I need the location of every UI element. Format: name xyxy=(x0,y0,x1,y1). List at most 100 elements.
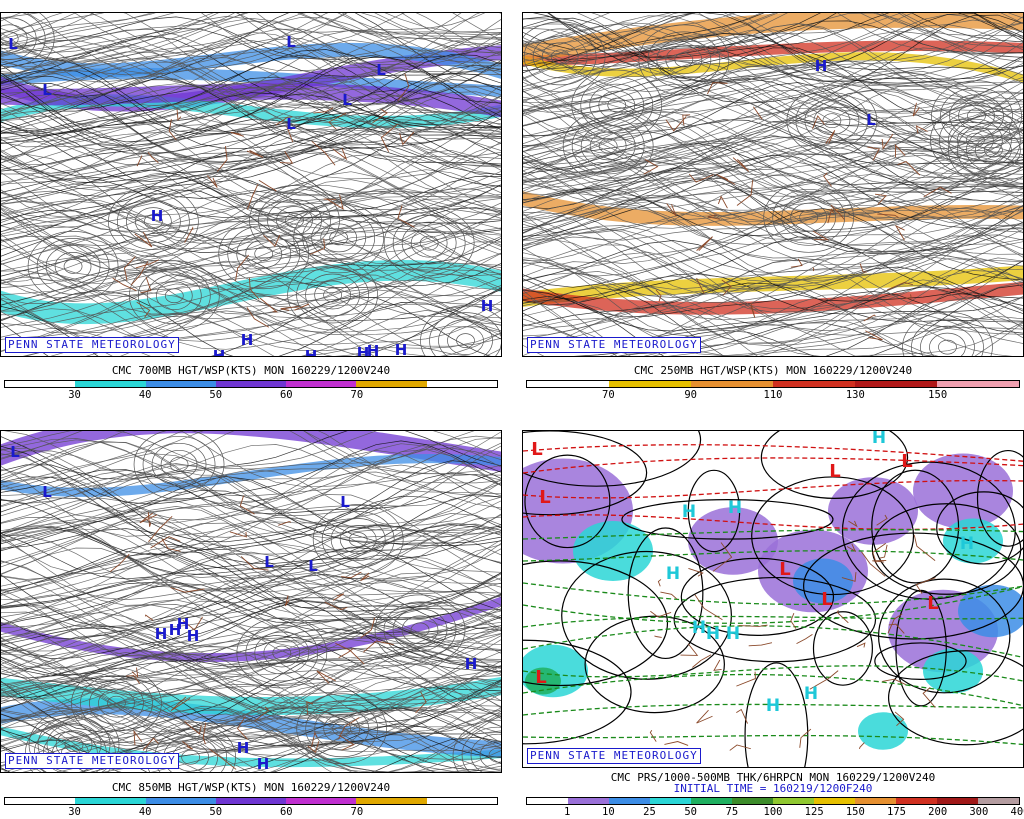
streamline xyxy=(1,260,501,352)
height-contour xyxy=(137,267,211,325)
streamline xyxy=(1,699,501,772)
legend-ticks-250mb: 70 90 110 130 150 xyxy=(526,389,1020,401)
height-contour xyxy=(321,511,395,568)
height-contour xyxy=(929,104,1021,176)
streamline xyxy=(1,652,501,719)
streamline xyxy=(1,20,501,94)
political-borders xyxy=(643,82,952,341)
height-contour xyxy=(911,318,984,356)
height-contour xyxy=(598,90,636,120)
streamline xyxy=(1,553,501,617)
streamline xyxy=(1,577,501,630)
streamline xyxy=(1,124,501,211)
high-pressure-marker: H xyxy=(872,431,886,448)
high-pressure-marker: H xyxy=(213,347,226,356)
streamline xyxy=(523,90,1023,180)
streamline xyxy=(1,625,501,687)
height-contour xyxy=(245,239,283,269)
streamline xyxy=(1,567,501,657)
map-250mb[interactable]: H L PENN STATE METEOROLOGY xyxy=(522,12,1024,357)
height-contour xyxy=(263,638,301,668)
height-contour xyxy=(89,681,144,725)
streamline xyxy=(1,702,501,772)
streamline xyxy=(533,13,1023,59)
streamline xyxy=(523,258,1023,330)
streamline xyxy=(1,431,501,491)
legend-tick-label: 130 xyxy=(845,389,865,401)
legend-tick-label: 50 xyxy=(209,389,223,401)
legend-tick-label: 70 xyxy=(350,806,364,818)
isobar xyxy=(751,476,915,596)
height-contour xyxy=(967,108,986,124)
wind-speed-band xyxy=(523,52,1023,83)
legend-swatch xyxy=(773,381,855,387)
height-contour xyxy=(98,688,135,718)
streamline xyxy=(1,522,501,595)
streamline xyxy=(1,261,501,304)
panel-title-850mb: CMC 850MB HGT/WSP(KTS) MON 160229/1200V2… xyxy=(111,781,391,794)
streamline xyxy=(523,143,1023,186)
streamline xyxy=(1,269,501,350)
high-pressure-marker: H xyxy=(728,498,742,518)
streamline xyxy=(1,67,501,125)
streamline xyxy=(1,175,501,226)
streamline xyxy=(523,23,1023,109)
streamline xyxy=(1,13,501,68)
streamline xyxy=(1,470,501,536)
streamline xyxy=(1,129,501,192)
legend-swatch xyxy=(773,798,814,804)
streamline xyxy=(1,241,501,315)
height-contour xyxy=(151,442,207,486)
legend-tick-label: 110 xyxy=(763,389,783,401)
height-contour xyxy=(947,118,1003,162)
streamline xyxy=(1,13,501,42)
streamline xyxy=(1,127,501,210)
legend-swatch xyxy=(732,798,773,804)
streamline xyxy=(1,13,501,46)
height-contour xyxy=(64,737,84,752)
streamline xyxy=(523,268,1023,347)
streamline xyxy=(1,447,501,488)
streamline xyxy=(523,13,1023,86)
streamline xyxy=(1,280,501,340)
streamline xyxy=(523,89,1023,156)
height-contour xyxy=(329,230,349,246)
height-contour xyxy=(420,305,501,356)
streamline xyxy=(1,76,501,148)
height-contour xyxy=(146,274,202,318)
height-contour xyxy=(311,216,367,260)
high-pressure-marker: H xyxy=(155,625,168,643)
low-pressure-marker: L xyxy=(286,33,296,51)
streamline xyxy=(523,119,1023,165)
streamline xyxy=(1,677,501,752)
wind-speed-band xyxy=(1,698,501,758)
streamline xyxy=(523,255,1023,296)
height-contour xyxy=(786,85,878,157)
height-contour xyxy=(236,232,292,276)
height-contour xyxy=(383,207,475,279)
low-pressure-marker: L xyxy=(264,553,274,571)
streamline xyxy=(1,118,501,176)
height-contour xyxy=(920,325,975,356)
isobar xyxy=(895,589,947,707)
height-contour xyxy=(160,449,198,479)
height-contour xyxy=(674,52,694,68)
height-contour xyxy=(822,113,842,129)
legend-tick-label: 70 xyxy=(350,389,364,401)
streamline xyxy=(1,682,501,741)
streamline xyxy=(523,304,1023,356)
streamline xyxy=(1,16,501,73)
streamline xyxy=(523,138,1023,197)
streamline xyxy=(1,273,501,342)
streamline xyxy=(1,146,501,221)
streamline xyxy=(1,247,501,319)
streamline xyxy=(1,675,501,741)
streamline xyxy=(1,520,501,603)
height-contour xyxy=(571,69,663,141)
streamline xyxy=(523,97,1023,179)
streamline xyxy=(1,153,501,232)
low-pressure-marker: L xyxy=(8,35,18,53)
